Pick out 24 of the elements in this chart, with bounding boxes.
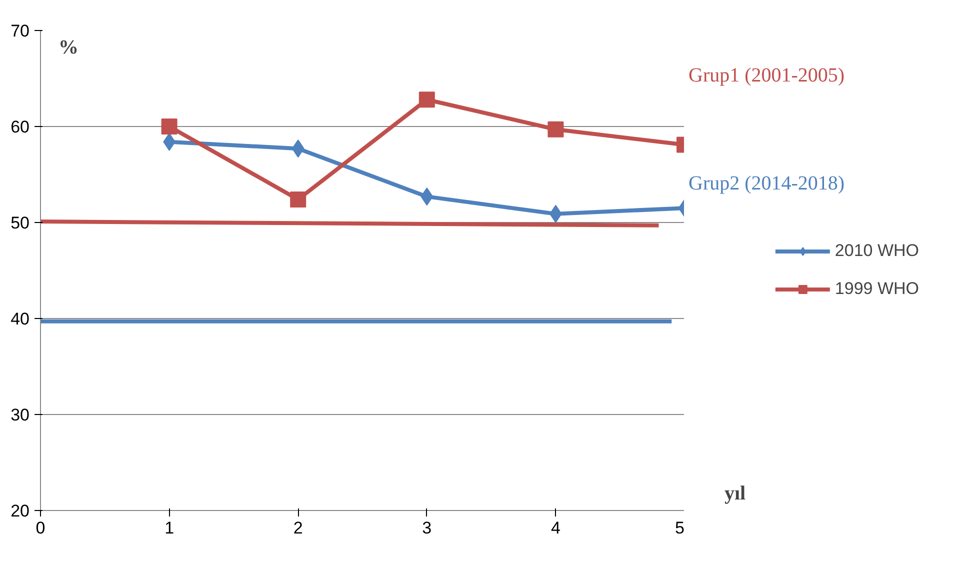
x-tick-label: 3 [422,518,432,538]
x-tick-label: 5 [675,518,685,538]
x-tick-label: 2 [293,518,303,538]
point [420,188,434,206]
text: Grup1 (2001-2005) [688,64,845,86]
point [418,92,435,108]
y-tick-label: 60 [10,118,30,136]
point [161,118,178,134]
y-tick-label: 50 [10,214,30,232]
point [292,140,304,158]
y-tick-label: 40 [10,310,30,328]
text: Grup2 (2014-2018) [688,172,845,194]
x-tick-label: 4 [550,518,560,538]
x-tick-label: 1 [164,518,174,538]
legend-label: 1999 WHO [834,279,919,299]
legend-label: 2010 WHO [834,241,919,261]
x-axis-title: yıl [724,482,746,504]
y-tick-label: 30 [10,406,30,424]
y-tick-label: 70 [10,22,30,40]
x-tick-label: 0 [36,518,46,538]
point [290,191,306,208]
y-tick-label: 20 [10,502,30,520]
point [548,121,564,138]
y-axis-title: % [58,36,78,58]
